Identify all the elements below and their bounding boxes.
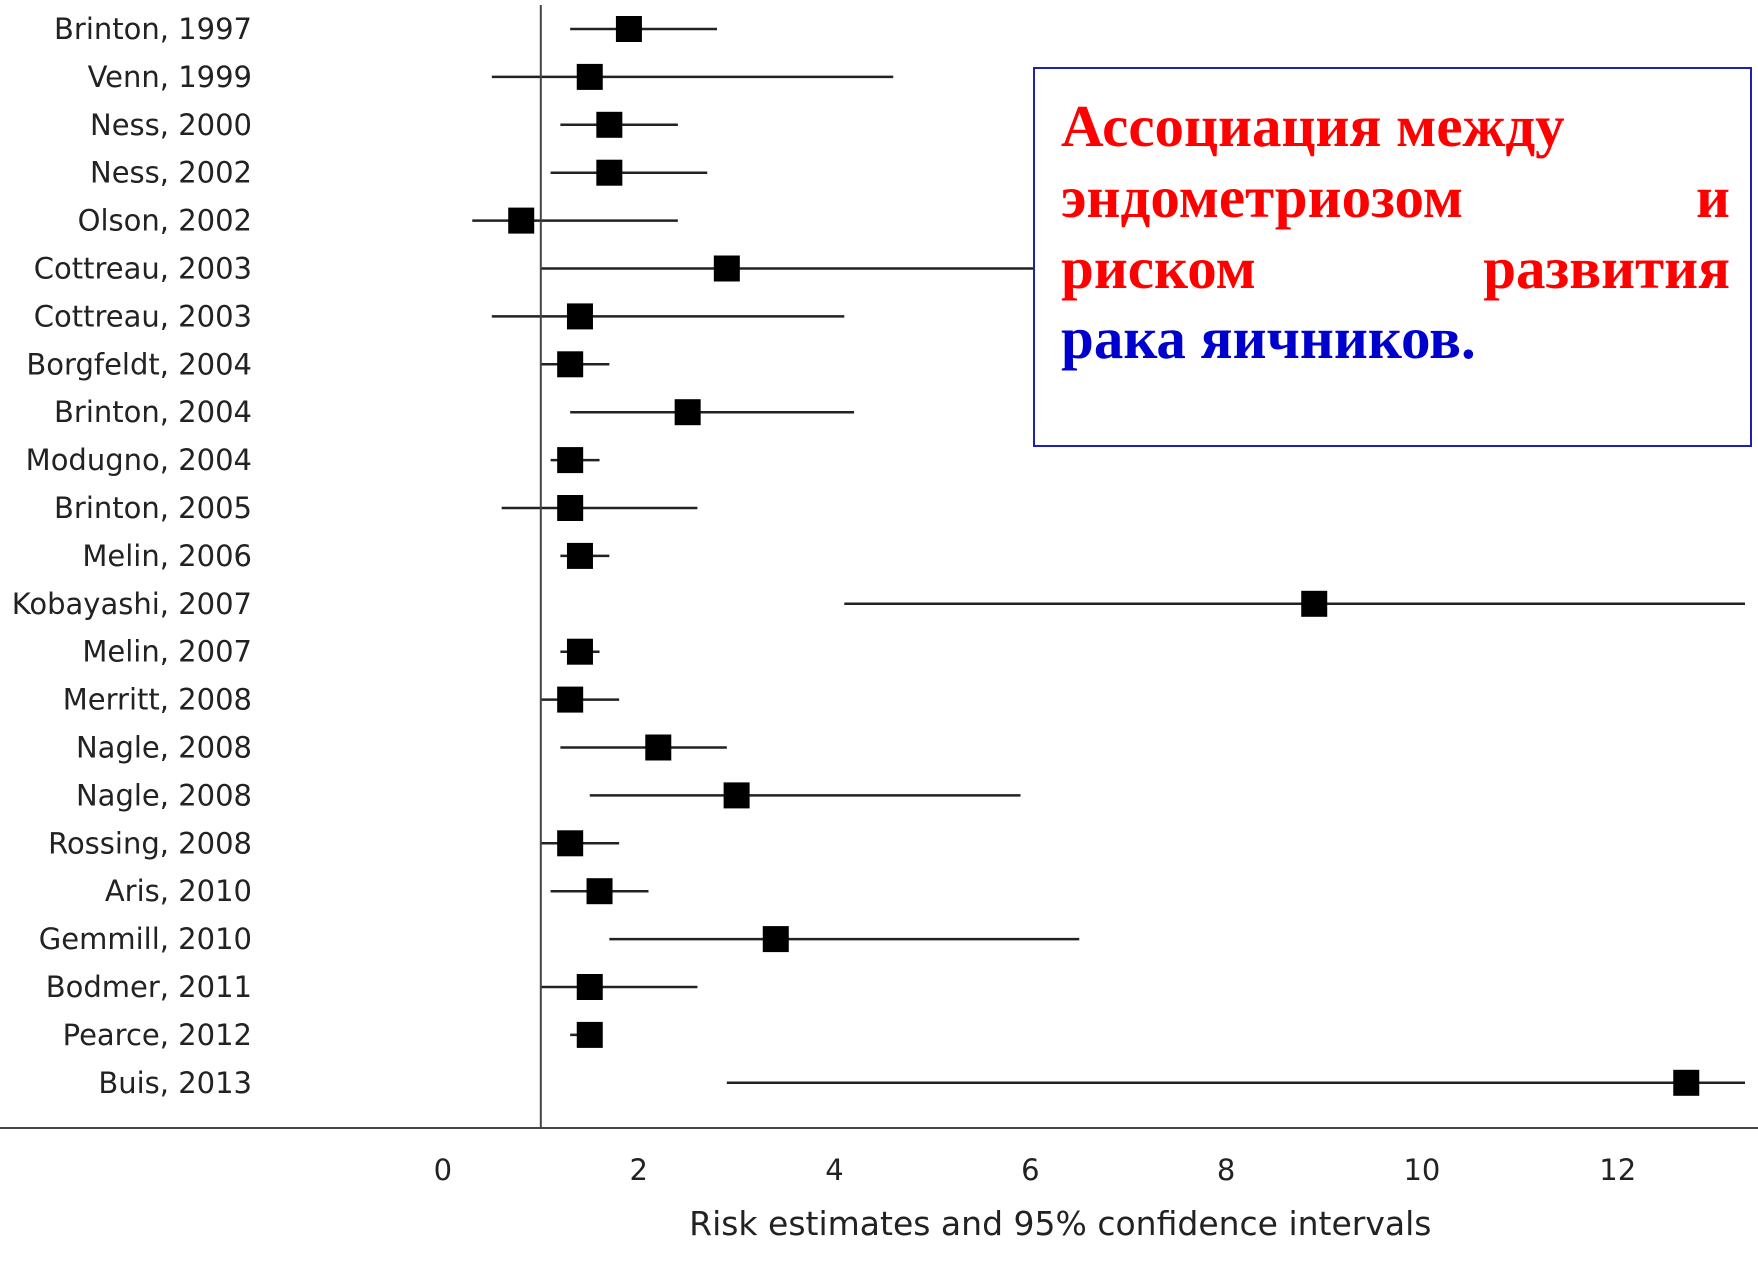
point-estimate-marker [1301, 590, 1328, 617]
study-label: Cottreau, 2003 [34, 299, 252, 333]
study-row: Brinton, 2004 [54, 395, 855, 429]
study-row: Bodmer, 2011 [46, 970, 698, 1004]
x-tick-label: 12 [1599, 1153, 1636, 1187]
study-label: Ness, 2002 [90, 156, 252, 190]
study-row: Nagle, 2008 [76, 731, 727, 765]
study-row: Melin, 2006 [82, 539, 610, 573]
study-row: Melin, 2007 [82, 635, 600, 669]
study-row: Borgfeldt, 2004 [26, 347, 610, 381]
x-tick-label: 4 [825, 1153, 843, 1187]
study-label: Melin, 2007 [82, 635, 252, 669]
study-label: Buis, 2013 [98, 1066, 252, 1100]
study-label: Brinton, 1997 [54, 12, 252, 46]
study-label: Ness, 2000 [90, 108, 252, 142]
study-row: Modugno, 2004 [26, 443, 600, 477]
study-label: Kobayashi, 2007 [12, 587, 252, 621]
study-label: Bodmer, 2011 [46, 970, 252, 1004]
study-label: Aris, 2010 [105, 874, 252, 908]
study-label: Olson, 2002 [78, 204, 252, 238]
study-row: Aris, 2010 [105, 874, 649, 908]
study-label: Nagle, 2008 [76, 731, 252, 765]
study-row: Brinton, 1997 [54, 12, 718, 46]
point-estimate-marker [576, 974, 603, 1000]
x-axis-ticks: 0 2 4 6 8 10 12 [434, 1153, 1637, 1187]
point-estimate-marker [557, 686, 584, 713]
study-row: Pearce, 2012 [63, 1018, 603, 1052]
study-row: Gemmill, 2010 [39, 922, 1080, 956]
x-axis-label: Risk estimates and 95% confidence interv… [689, 1204, 1431, 1243]
study-row: Rossing, 2008 [48, 826, 620, 860]
study-row: Buis, 2013 [98, 1066, 1745, 1100]
point-estimate-marker [566, 303, 593, 330]
study-row: Merritt, 2008 [63, 683, 620, 717]
point-estimate-marker [1673, 1069, 1700, 1096]
study-label: Pearce, 2012 [63, 1018, 252, 1052]
x-tick-label: 6 [1021, 1153, 1039, 1187]
study-label: Brinton, 2005 [54, 491, 252, 525]
callout-box: Ассоциация между эндометриозом и риском … [1033, 67, 1752, 447]
study-label: Cottreau, 2003 [34, 252, 252, 286]
study-row: Ness, 2002 [90, 156, 708, 190]
study-label: Rossing, 2008 [48, 826, 252, 860]
x-tick-label: 2 [629, 1153, 647, 1187]
point-estimate-marker [645, 734, 672, 761]
point-estimate-marker [557, 830, 584, 857]
callout-line-4: рака яичников. [1061, 305, 1476, 372]
callout-line-2: эндометриозом и [1061, 163, 1730, 230]
point-estimate-marker [615, 16, 642, 42]
point-estimate-marker [596, 159, 623, 186]
callout-line-3: риском развития [1061, 234, 1730, 301]
study-row: Nagle, 2008 [76, 778, 1021, 812]
point-estimate-marker [566, 638, 593, 665]
study-label: Melin, 2006 [82, 539, 252, 573]
study-row: Venn, 1999 [88, 60, 894, 94]
study-row: Olson, 2002 [78, 204, 678, 238]
point-estimate-marker [566, 542, 593, 569]
x-tick-label: 0 [434, 1153, 452, 1187]
point-estimate-marker [557, 495, 584, 521]
study-label: Modugno, 2004 [26, 443, 252, 477]
study-row: Ness, 2000 [90, 108, 678, 142]
point-estimate-marker [596, 111, 623, 138]
point-estimate-marker [586, 878, 613, 905]
point-estimate-marker [508, 207, 535, 234]
point-estimate-marker [557, 447, 584, 474]
point-estimate-marker [576, 1021, 603, 1048]
point-estimate-marker [576, 63, 603, 90]
point-estimate-marker [762, 926, 789, 953]
x-tick-label: 10 [1403, 1153, 1440, 1187]
study-label: Gemmill, 2010 [39, 922, 252, 956]
callout-line-1: Ассоциация между [1061, 93, 1565, 159]
study-row: Cottreau, 2003 [34, 299, 845, 333]
study-row: Kobayashi, 2007 [12, 587, 1745, 621]
point-estimate-marker [674, 399, 701, 426]
study-label: Venn, 1999 [88, 60, 252, 94]
study-label: Merritt, 2008 [63, 683, 252, 717]
study-label: Nagle, 2008 [76, 778, 252, 812]
study-label: Borgfeldt, 2004 [26, 347, 252, 381]
point-estimate-marker [723, 782, 750, 809]
point-estimate-marker [557, 351, 584, 378]
x-tick-label: 8 [1217, 1153, 1235, 1187]
study-label: Brinton, 2004 [54, 395, 252, 429]
point-estimate-marker [713, 255, 740, 282]
study-row: Brinton, 2005 [54, 491, 698, 525]
